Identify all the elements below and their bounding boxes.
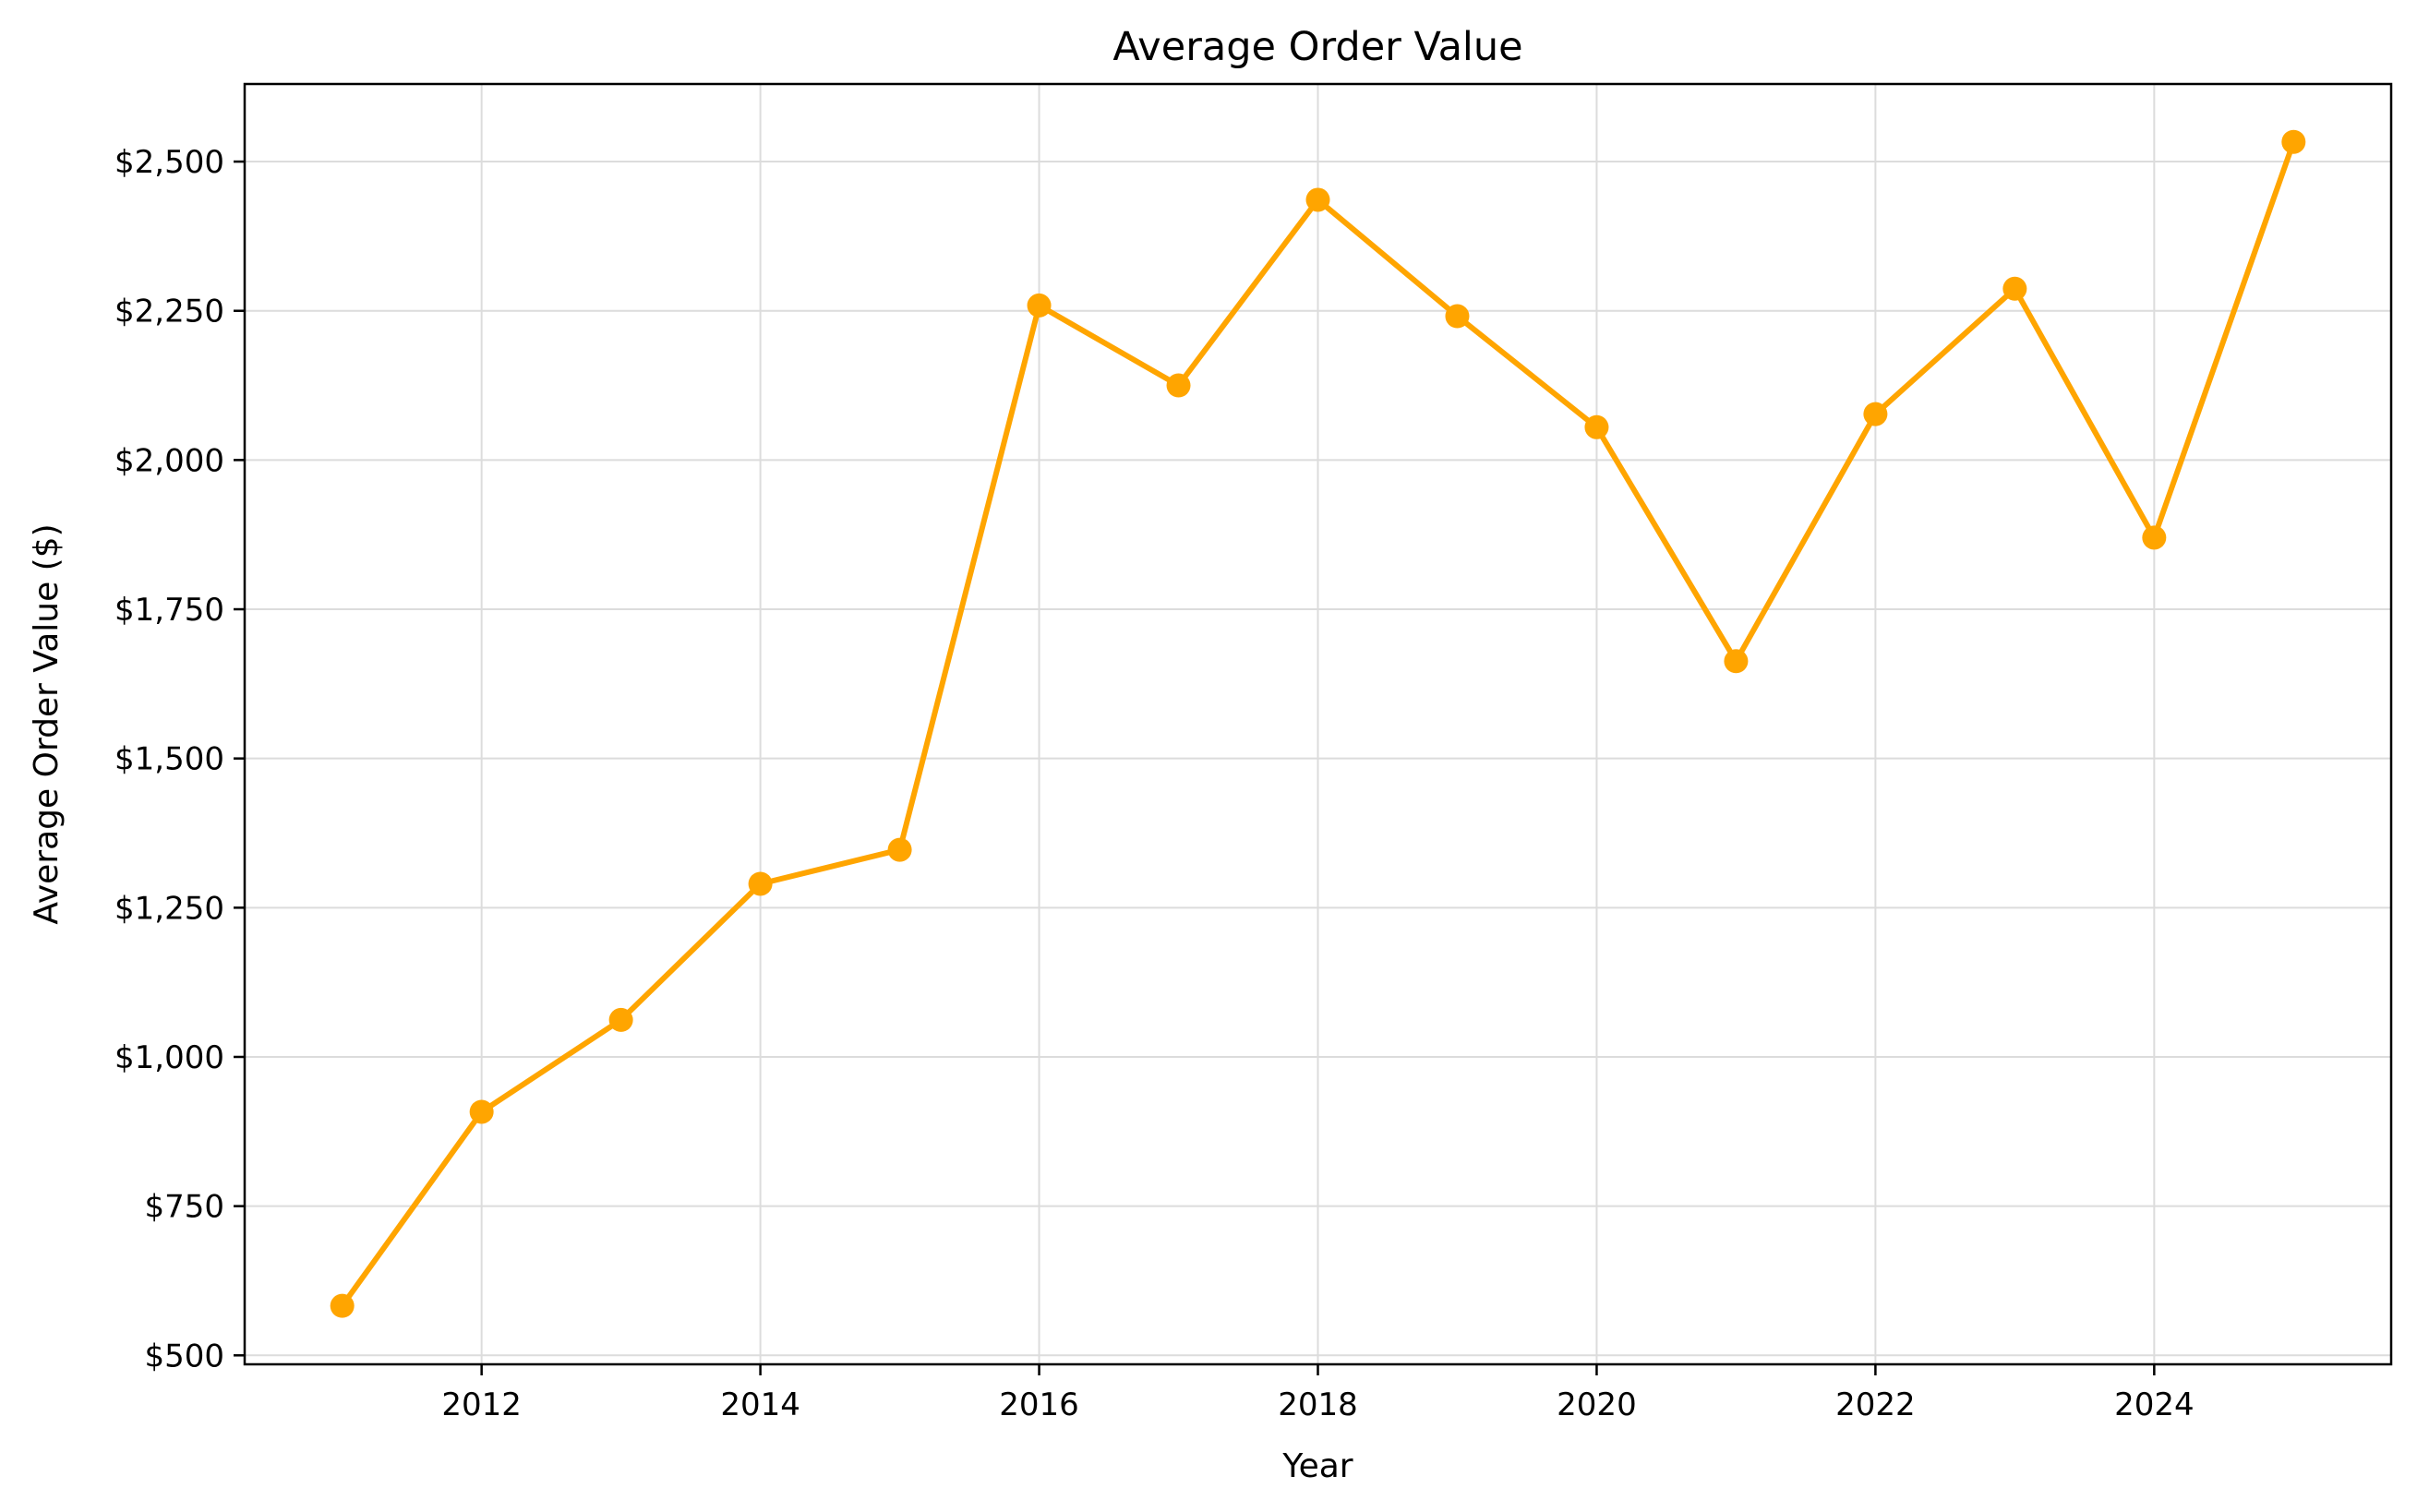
- data-point: [2002, 276, 2027, 301]
- data-point: [608, 1007, 633, 1032]
- x-tick-label: 2022: [1835, 1386, 1916, 1423]
- data-point: [1863, 402, 1888, 426]
- series-layer: [330, 129, 2306, 1318]
- chart-title: Average Order Value: [1112, 24, 1522, 70]
- data-point: [887, 837, 912, 862]
- data-point: [1305, 187, 1330, 212]
- data-point: [1027, 293, 1052, 318]
- data-point: [1584, 414, 1609, 439]
- y-tick-label: $750: [144, 1189, 224, 1226]
- y-tick-label: $500: [144, 1338, 224, 1374]
- y-tick-label: $2,000: [114, 442, 224, 479]
- data-point: [1724, 649, 1749, 674]
- data-point: [2281, 129, 2306, 154]
- data-point: [2142, 525, 2167, 550]
- x-tick-label: 2016: [999, 1386, 1079, 1423]
- data-point: [469, 1099, 494, 1124]
- y-tick-label: $1,500: [114, 741, 224, 778]
- x-tick-label: 2012: [441, 1386, 522, 1423]
- y-tick-label: $1,750: [114, 592, 224, 629]
- x-tick-label: 2018: [1278, 1386, 1358, 1423]
- y-tick-label: $2,250: [114, 294, 224, 330]
- data-point: [1445, 304, 1470, 329]
- y-tick-label: $1,000: [114, 1039, 224, 1076]
- x-tick-label: 2020: [1557, 1386, 1637, 1423]
- data-point: [1166, 373, 1191, 398]
- y-tick-label: $2,500: [114, 144, 224, 181]
- data-point: [330, 1293, 355, 1318]
- y-tick-label: $1,250: [114, 890, 224, 927]
- grid: [245, 84, 2391, 1364]
- x-tick-label: 2014: [720, 1386, 800, 1423]
- data-point: [748, 871, 773, 896]
- x-axis-label: Year: [1281, 1447, 1353, 1485]
- y-axis-label: Average Order Value ($): [28, 523, 66, 924]
- x-tick-label: 2024: [2114, 1386, 2195, 1423]
- axis-ticks: 2012 2014 2016 2018 2020 2022 2024 $500 $750 $1,0…: [114, 144, 2195, 1423]
